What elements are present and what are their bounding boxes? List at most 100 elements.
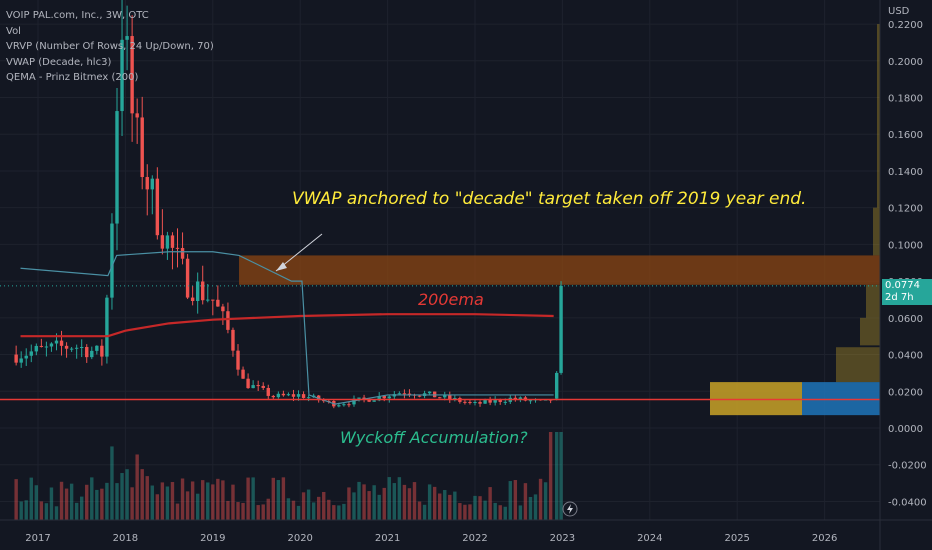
candle-body — [110, 223, 114, 298]
candle-body — [377, 395, 381, 401]
candle-body — [498, 399, 502, 402]
candle-body — [281, 393, 286, 396]
price-tick-label: 0.1800 — [888, 94, 923, 105]
volume-bar — [493, 502, 497, 520]
ema-annotation[interactable]: 200ema — [418, 290, 484, 309]
volume-bar — [281, 477, 286, 520]
legend-qema[interactable]: QEMA - Prinz Bitmex (200) — [6, 72, 139, 83]
volume-bar — [100, 488, 104, 520]
vwap-annotation[interactable]: VWAP anchored to "decade" target taken o… — [292, 189, 807, 209]
volume-bar — [170, 482, 175, 520]
ema-line — [20, 313, 554, 338]
volume-bar — [372, 485, 376, 520]
volume-bar — [362, 484, 366, 520]
legend-title[interactable]: VOIP PAL.com, Inc., 3W, OTC — [6, 10, 149, 21]
volume-bar — [185, 491, 190, 520]
volume-bar — [322, 491, 326, 520]
volume-bar — [150, 485, 154, 520]
volume-bar — [64, 488, 69, 520]
candle-body — [372, 400, 376, 402]
wyckoff-annotation[interactable]: Wyckoff Accumulation? — [340, 428, 528, 447]
volume-bar — [74, 502, 79, 520]
volume-bar — [90, 477, 94, 520]
candle-body — [170, 235, 175, 248]
candle-body — [559, 285, 563, 373]
volume-bar — [508, 481, 512, 520]
volume-bar — [463, 504, 467, 520]
volume-bar — [180, 478, 185, 520]
volume-bar — [548, 432, 553, 520]
time-tick-label: 2021 — [375, 533, 400, 544]
vwap-target-zone — [239, 255, 880, 285]
candle-body — [155, 178, 160, 236]
candle-body — [34, 345, 39, 352]
volume-bar — [306, 489, 311, 520]
volume-bar — [125, 469, 129, 520]
price-tick-label: -0.0200 — [888, 461, 927, 472]
volume-bar — [453, 491, 457, 520]
volume-bar — [327, 499, 331, 520]
candle-body — [443, 394, 447, 398]
legend-vol[interactable]: Vol — [6, 25, 21, 37]
volume-bar — [407, 488, 412, 520]
volume-bar — [559, 432, 563, 520]
candle-body — [256, 385, 260, 387]
volume-bar — [342, 503, 346, 520]
candle-body — [483, 399, 487, 404]
candle-body — [44, 346, 49, 348]
candle-body — [347, 404, 351, 406]
volume-bar — [54, 506, 59, 520]
price-tick-label: 0.0200 — [888, 387, 923, 398]
candle-body — [115, 111, 119, 224]
candle-body — [195, 281, 200, 301]
volume-bar — [367, 491, 371, 520]
legend-vwap[interactable]: VWAP (Decade, hlc3) — [6, 56, 112, 68]
candle-body — [150, 178, 154, 190]
legend-vrvp[interactable]: VRVP (Number Of Rows, 24 Up/Down, 70) — [6, 41, 214, 52]
volume-bar — [216, 478, 220, 520]
candle-body — [463, 401, 467, 403]
volume-bars — [14, 432, 563, 520]
candle-body — [231, 329, 235, 351]
candle-body — [503, 401, 507, 403]
price-tick-label: 0.1400 — [888, 167, 923, 178]
volume-bar — [397, 477, 402, 520]
volume-bar — [120, 473, 124, 520]
price-tick-label: 0.1000 — [888, 240, 923, 251]
candle-body — [29, 351, 33, 356]
volume-bar — [95, 489, 99, 520]
candle-body — [554, 372, 559, 399]
candle-body — [160, 235, 165, 249]
volume-bar — [155, 494, 160, 520]
price-tick-label: 0.0400 — [888, 351, 923, 362]
candle-body — [120, 39, 124, 112]
candle-body — [261, 385, 265, 388]
volume-bar — [301, 492, 306, 520]
price-tick-label: 0.0600 — [888, 314, 923, 325]
candle-body — [407, 393, 412, 395]
volume-bar — [251, 477, 255, 520]
volume-bar — [347, 487, 351, 520]
candle-body — [145, 177, 149, 190]
volume-bar — [105, 482, 109, 520]
volume-bar — [382, 487, 386, 520]
candle-body — [417, 395, 422, 397]
time-tick-label: 2025 — [724, 533, 749, 544]
volume-bar — [34, 485, 39, 520]
candle-body — [236, 350, 240, 370]
volume-bar — [448, 494, 452, 520]
price-axis[interactable]: 0.2200 0.2000 0.1800 0.1600 0.1400 0.1200 0.10… — [879, 0, 927, 550]
time-axis[interactable]: 2017 2018 2019 2020 2021 2022 2023 2024 2025 2026 — [0, 519, 932, 544]
volume-bar — [473, 495, 477, 520]
volume-bar — [427, 484, 432, 520]
volume-bar — [468, 504, 472, 520]
candle-body — [80, 346, 84, 348]
volume-bar — [387, 477, 391, 520]
volume-bar — [432, 486, 437, 520]
candle-body — [367, 398, 371, 402]
target-zone — [239, 255, 880, 285]
volume-bar — [231, 484, 235, 520]
candle-body — [291, 394, 296, 397]
volume-bar — [160, 482, 165, 520]
